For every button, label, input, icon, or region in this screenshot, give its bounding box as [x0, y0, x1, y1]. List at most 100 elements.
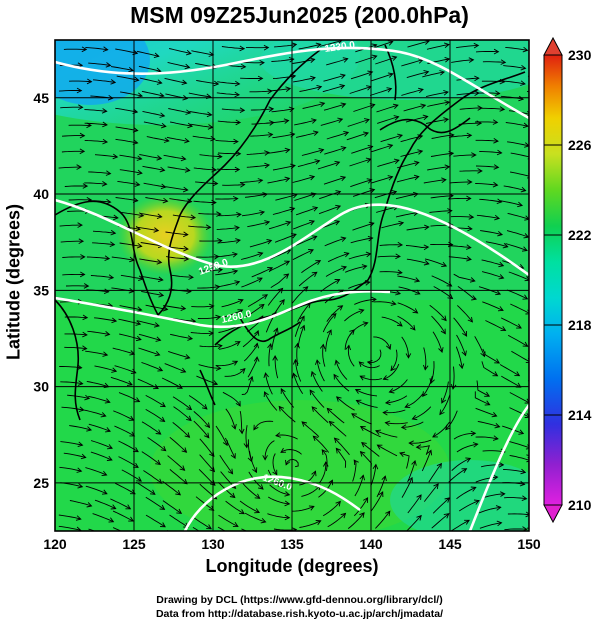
streamline: [347, 345, 355, 367]
streamline-arrowhead: [376, 444, 383, 450]
streamline: [199, 345, 222, 348]
streamline: [397, 302, 418, 314]
streamline-arrowhead: [259, 60, 265, 66]
streamline-arrowhead: [372, 463, 379, 470]
streamline: [505, 46, 528, 51]
streamline-arrowhead: [414, 289, 421, 295]
streamline: [243, 343, 258, 362]
streamline-arrowhead: [182, 95, 189, 101]
streamline-arrowhead: [308, 249, 314, 255]
streamline: [92, 79, 116, 83]
streamline-arrowhead: [267, 342, 273, 349]
streamline: [297, 302, 311, 322]
streamline-arrowhead: [382, 375, 389, 381]
streamline-arrowhead: [137, 92, 144, 98]
streamline: [168, 350, 190, 359]
colorbar-bottom-triangle: [543, 504, 563, 524]
streamline-arrowhead: [159, 166, 166, 173]
streamline: [421, 450, 432, 472]
streamline: [295, 235, 317, 246]
streamline: [119, 305, 142, 311]
streamline: [215, 425, 228, 446]
streamline-arrowhead: [408, 440, 414, 446]
streamline: [165, 231, 188, 236]
streamline-arrowhead: [257, 178, 264, 184]
streamline: [380, 134, 403, 143]
streamline: [64, 185, 88, 187]
streamline: [425, 91, 449, 98]
streamline: [110, 66, 134, 71]
streamline-arrowhead: [268, 106, 275, 112]
streamline: [456, 334, 467, 356]
streamline-arrowhead: [466, 244, 472, 250]
streamline: [94, 154, 118, 158]
streamline-arrowhead: [158, 291, 165, 298]
streamline: [214, 253, 238, 258]
streamline: [199, 269, 223, 272]
streamline-arrowhead: [522, 46, 529, 53]
streamline: [354, 298, 377, 305]
streamline-arrowhead: [387, 175, 394, 181]
contour-label-1: 1230.0: [324, 40, 356, 55]
streamline-arrowhead: [253, 424, 259, 431]
streamline: [119, 169, 142, 174]
streamline-arrowhead: [101, 489, 108, 495]
streamline-arrowhead: [212, 380, 219, 386]
streamline-arrowhead: [363, 131, 369, 137]
streamline-arrowhead: [291, 527, 298, 531]
streamline: [426, 118, 449, 124]
streamline-arrowhead: [312, 206, 319, 212]
streamline-arrowhead: [309, 174, 316, 181]
streamline-arrowhead: [181, 79, 188, 86]
streamline: [294, 119, 317, 126]
streamline-arrowhead: [231, 423, 237, 430]
streamline: [292, 176, 315, 183]
streamline-arrowhead: [260, 517, 267, 524]
streamline-arrowhead: [108, 517, 115, 523]
streamline-arrowhead: [516, 323, 522, 329]
streamline: [145, 395, 166, 407]
streamline: [145, 496, 165, 510]
streamline: [62, 256, 85, 258]
streamline-arrowhead: [185, 49, 192, 56]
streamline-arrowhead: [76, 87, 83, 94]
streamline: [119, 154, 142, 160]
streamline-arrowhead: [257, 75, 264, 82]
streamline: [474, 121, 498, 123]
streamline: [113, 410, 134, 421]
streamline: [242, 330, 259, 348]
streamline-arrowhead: [154, 538, 159, 542]
streamline-arrowhead: [423, 69, 430, 76]
streamline-arrowhead: [277, 287, 284, 294]
streamline: [285, 458, 299, 468]
streamline: [352, 222, 374, 231]
streamline-arrowhead: [239, 509, 245, 515]
streamline: [505, 122, 528, 127]
streamline: [242, 483, 260, 499]
streamline: [377, 116, 399, 124]
streamline-arrowhead: [371, 296, 377, 303]
streamline-arrowhead: [498, 462, 505, 468]
streamline-arrowhead: [364, 118, 370, 124]
streamline: [139, 258, 162, 263]
streamline: [311, 406, 329, 424]
streamline-arrowhead: [126, 380, 133, 386]
streamline: [403, 104, 426, 112]
streamline-arrowhead: [339, 84, 346, 90]
streamline: [385, 395, 408, 404]
streamline: [111, 256, 135, 261]
streamline: [354, 475, 364, 497]
streamline: [141, 421, 161, 435]
streamline: [244, 193, 268, 198]
streamline: [292, 249, 314, 261]
streamline: [267, 469, 284, 487]
streamline: [224, 368, 246, 377]
streamline-arrowhead: [234, 280, 241, 286]
streamline-arrowhead: [292, 372, 298, 379]
streamline: [376, 104, 399, 113]
streamline: [526, 527, 529, 529]
streamline: [320, 279, 340, 293]
streamline-arrowhead: [361, 264, 368, 270]
streamline-arrowhead: [361, 442, 367, 448]
streamline: [326, 305, 343, 322]
